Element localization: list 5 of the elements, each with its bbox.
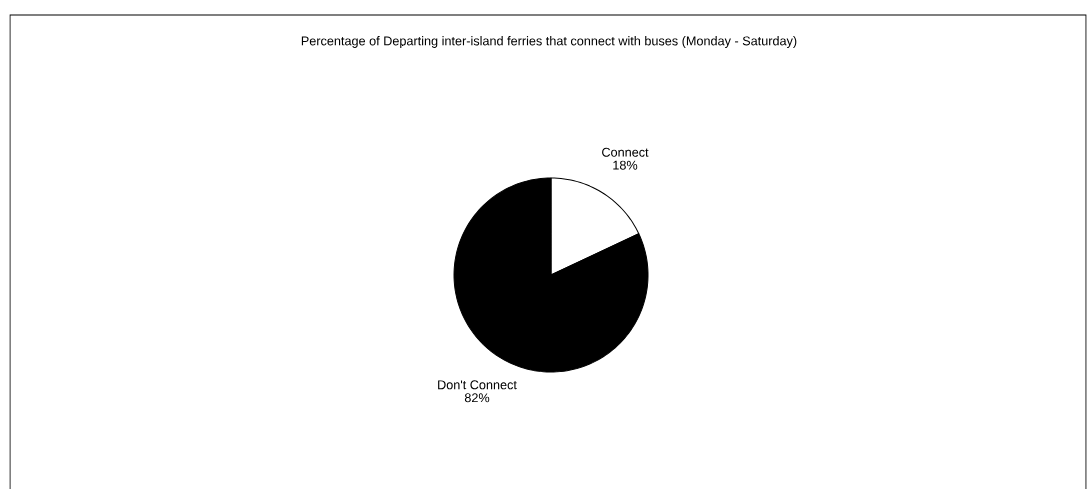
chart-title: Percentage of Departing inter-island ferries that connect with buses (Monday - Saturday) bbox=[301, 36, 797, 48]
slice-label: Connect bbox=[602, 147, 649, 157]
slice-label: Don't Connect bbox=[438, 380, 517, 390]
data-label: 18% bbox=[613, 160, 638, 170]
data-label: 82% bbox=[464, 393, 490, 403]
